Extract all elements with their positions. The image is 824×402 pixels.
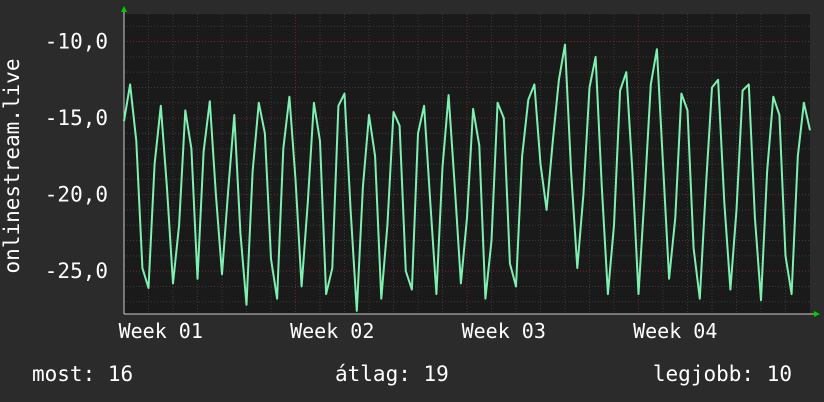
series-layer bbox=[123, 43, 811, 312]
y-tick-label: -20,0 bbox=[45, 183, 108, 207]
y-tick-label: -15,0 bbox=[45, 106, 108, 130]
y-tick-label: -25,0 bbox=[45, 259, 108, 283]
stat-average-label: átlag: bbox=[335, 362, 411, 386]
stat-best-label: legjobb: bbox=[652, 362, 755, 386]
x-ticks: Week 01 Week 02 Week 03 Week 04 bbox=[119, 319, 718, 343]
x-tick-label: Week 04 bbox=[633, 319, 717, 343]
stat-average: átlag: 19 bbox=[335, 362, 449, 386]
y-axis-label: onlinestream.live bbox=[0, 59, 24, 274]
stat-current: most: 16 bbox=[32, 362, 133, 386]
stat-best: legjobb: 10 bbox=[653, 362, 792, 386]
y-ticks: -10,0 -15,0 -20,0 -25,0 bbox=[45, 30, 108, 284]
x-tick-label: Week 01 bbox=[119, 319, 203, 343]
stat-average-value: 19 bbox=[423, 362, 449, 386]
stat-best-value: 10 bbox=[766, 362, 792, 386]
stat-current-label: most: bbox=[32, 362, 96, 386]
series-line bbox=[123, 43, 811, 312]
grid bbox=[124, 14, 810, 314]
x-tick-label: Week 03 bbox=[462, 319, 546, 343]
y-tick-label: -10,0 bbox=[45, 30, 108, 54]
x-tick-label: Week 02 bbox=[290, 319, 374, 343]
x-axis-arrow bbox=[814, 311, 820, 317]
y-axis-arrow bbox=[121, 6, 127, 12]
stat-current-value: 16 bbox=[107, 362, 134, 386]
axes bbox=[121, 6, 820, 317]
